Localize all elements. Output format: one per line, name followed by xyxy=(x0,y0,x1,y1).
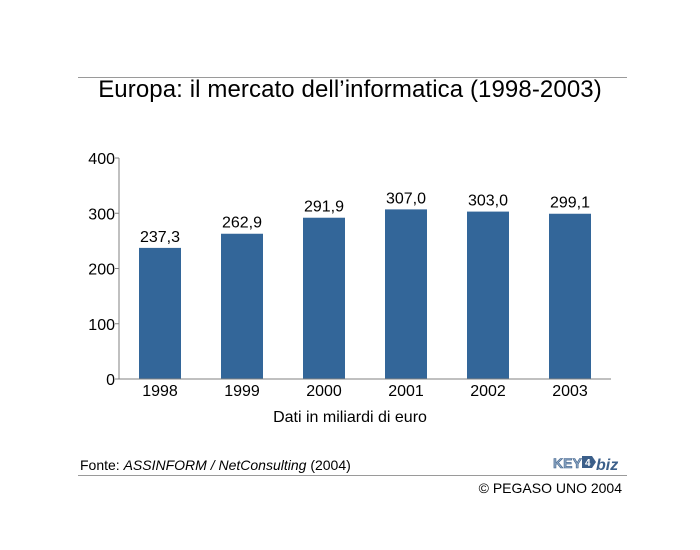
data-label: 299,1 xyxy=(550,195,590,212)
top-rule xyxy=(78,77,627,78)
y-tick-label: 0 xyxy=(106,372,115,389)
x-tick-label: 2000 xyxy=(306,383,342,400)
logo-biz: biz xyxy=(596,457,618,474)
bar xyxy=(467,211,509,379)
data-label: 303,0 xyxy=(468,193,508,210)
logo-four: 4 xyxy=(585,458,591,469)
y-tick-label: 100 xyxy=(88,317,115,334)
chart-title: Europa: il mercato dell’informatica (199… xyxy=(98,76,602,103)
logo-key: KEY xyxy=(553,455,582,471)
source-year: (2004) xyxy=(306,457,351,473)
source-prefix: Fonte: xyxy=(80,457,124,473)
bar xyxy=(549,213,591,379)
x-tick-label: 1999 xyxy=(224,383,260,400)
x-tick-label: 1998 xyxy=(142,383,178,400)
x-tick-label: 2003 xyxy=(552,383,588,400)
y-tick-label: 400 xyxy=(88,151,115,168)
data-label: 237,3 xyxy=(140,229,180,246)
x-axis-label: Dati in miliardi di euro xyxy=(273,409,427,426)
bar xyxy=(139,247,181,379)
bottom-rule xyxy=(78,475,627,476)
bar xyxy=(385,209,427,379)
logo-arrow xyxy=(582,456,596,468)
data-label: 307,0 xyxy=(386,190,426,207)
copyright-note: © PEGASO UNO 2004 xyxy=(478,480,622,496)
y-tick-label: 200 xyxy=(88,262,115,279)
bar xyxy=(221,233,263,379)
data-label: 262,9 xyxy=(222,215,262,232)
y-tick-label: 300 xyxy=(88,206,115,223)
key4biz-logo-icon: KEY 4 biz xyxy=(553,455,619,474)
source-org: ASSINFORM / NetConsulting xyxy=(123,457,307,473)
x-tick-label: 2002 xyxy=(470,383,506,400)
x-tick-label: 2001 xyxy=(388,383,424,400)
data-label: 291,9 xyxy=(304,199,344,216)
bar xyxy=(303,217,345,379)
source-note: Fonte: ASSINFORM / NetConsulting (2004) xyxy=(80,457,351,473)
